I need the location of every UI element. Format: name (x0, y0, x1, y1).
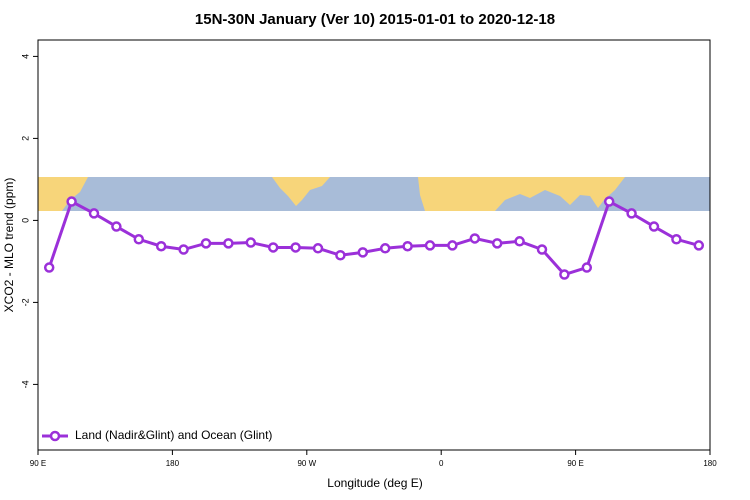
data-point (402, 240, 413, 252)
chart-title: 15N-30N January (Ver 10) 2015-01-01 to 2… (195, 11, 555, 28)
x-tick-label: 0 (439, 459, 444, 468)
data-point (88, 208, 100, 219)
data-point (178, 244, 189, 255)
x-tick-label: 180 (166, 459, 180, 468)
data-point (312, 243, 324, 254)
land (272, 177, 330, 206)
map-strip (38, 177, 710, 211)
data-point (267, 242, 279, 253)
data-point (43, 262, 55, 273)
x-axis-label: Longitude (deg E) (327, 476, 422, 490)
legend-label: Land (Nadir&Glint) and Ocean (Glint) (75, 428, 272, 442)
x-tick-label: 90 W (297, 459, 316, 468)
data-point (200, 238, 212, 249)
data-point (581, 262, 593, 273)
data-point (357, 247, 369, 258)
data-point (536, 244, 548, 255)
y-tick-label: 4 (20, 54, 30, 59)
data-point (245, 237, 257, 248)
y-tick-label: -4 (20, 380, 30, 388)
land (38, 177, 88, 211)
data-point (648, 221, 660, 232)
data-point (335, 250, 346, 261)
data-point (491, 238, 503, 249)
plot-frame (37, 39, 711, 451)
land (418, 177, 625, 211)
data-point (155, 240, 167, 252)
y-tick-label: 2 (20, 136, 30, 141)
data-point (223, 238, 234, 249)
y-axis-label: XCO2 - MLO trend (ppm) (2, 178, 16, 313)
x-tick-label: 90 E (30, 459, 46, 468)
data-point (379, 243, 391, 254)
data-point (66, 196, 77, 207)
data-point (514, 236, 525, 247)
data-point (111, 221, 122, 232)
y-tick-label: 0 (20, 218, 30, 223)
data-point (424, 240, 436, 251)
data-point (671, 234, 682, 245)
data-point (469, 233, 481, 244)
series-line (47, 199, 700, 277)
data-point (603, 196, 615, 207)
data-point (133, 234, 145, 245)
data-point (290, 242, 301, 253)
x-tick-label: 90 E (567, 459, 583, 468)
data-point (447, 240, 458, 251)
data-point (559, 269, 570, 280)
legend-marker (49, 430, 61, 442)
x-tick-label: 180 (703, 459, 717, 468)
data-point (693, 240, 705, 251)
y-tick-label: -2 (20, 298, 30, 306)
data-point (626, 208, 637, 219)
